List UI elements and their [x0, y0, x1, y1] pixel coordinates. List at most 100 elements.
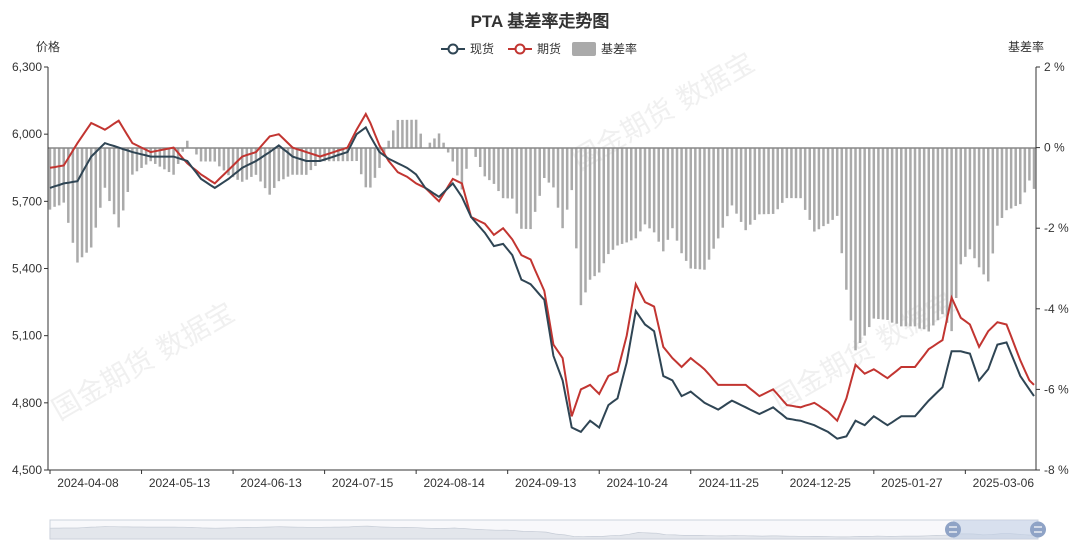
datazoom-slider[interactable] [49, 519, 1046, 540]
basis-bar [858, 147, 862, 343]
y-right-tick-label: -4 % [1044, 302, 1069, 316]
basis-bar [913, 147, 917, 327]
chart-title: PTA 基差率走势图 [471, 11, 610, 31]
basis-bar [446, 147, 450, 153]
slider-selection[interactable] [953, 520, 1038, 539]
x-tick-label: 2025-03-06 [973, 476, 1035, 490]
basis-bar [716, 147, 720, 239]
basis-bar [753, 147, 757, 220]
basis-bar [465, 147, 468, 169]
basis-bar [845, 147, 848, 290]
basis-bar [744, 147, 747, 231]
basis-bar [222, 147, 226, 171]
basis-bar [520, 147, 523, 229]
basis-bar [67, 147, 70, 223]
basis-bar [108, 147, 111, 202]
basis-bar [584, 147, 587, 293]
basis-bar [533, 147, 537, 212]
legend-label-basis: 基差率 [601, 41, 637, 56]
legend-item-futures[interactable]: 期货 [508, 41, 561, 56]
basis-bar [648, 147, 651, 229]
basis-bar [364, 147, 368, 188]
basis-bar [675, 147, 679, 241]
basis-bar [698, 147, 702, 270]
basis-bar [991, 147, 995, 254]
basis-bar [131, 147, 134, 175]
y-right-tick-label: -2 % [1044, 221, 1069, 235]
basis-bar [611, 147, 615, 250]
basis-bar [227, 147, 230, 176]
basis-bar [689, 147, 692, 269]
basis-bar [703, 147, 706, 270]
slider-left-handle[interactable] [945, 521, 961, 538]
y-left-tick-label: 6,300 [12, 60, 42, 74]
basis-bar [986, 147, 990, 282]
legend-label-futures: 期货 [537, 41, 561, 56]
axes-ticks: 4,500 4,800 5,100 5,400 5,700 6,000 6,300 -8 % -… [12, 60, 1069, 490]
basis-bar [231, 147, 235, 178]
x-tick-label: 2024-05-13 [149, 476, 211, 490]
basis-bar [867, 147, 871, 328]
basis-bar [863, 147, 866, 336]
basis-bar [346, 147, 349, 162]
basis-bar [840, 147, 844, 254]
basis-bar [355, 147, 358, 161]
legend-item-basis[interactable]: 基差率 [572, 41, 637, 56]
basis-bar [872, 147, 876, 319]
legend[interactable]: 现货 期货 基差率 [441, 41, 637, 56]
x-tick-label: 2024-10-24 [607, 476, 669, 490]
basis-bar [932, 147, 935, 326]
basis-bar [1019, 147, 1022, 205]
basis-bar [748, 147, 752, 225]
slider-right-handle[interactable] [1030, 521, 1046, 538]
legend-item-spot[interactable]: 现货 [441, 41, 494, 56]
basis-bar [126, 147, 130, 192]
basis-bar [359, 147, 363, 175]
basis-bar [167, 147, 171, 173]
basis-bar [625, 147, 628, 243]
basis-bar [813, 147, 816, 232]
basis-bar [771, 147, 775, 214]
basis-bar [186, 140, 189, 148]
basis-bar [268, 147, 271, 195]
basis-bar [561, 147, 564, 229]
basis-bar [954, 147, 958, 299]
basis-bar [396, 119, 400, 148]
basis-bar [414, 119, 418, 148]
basis-bar [936, 147, 940, 321]
basis-bar [314, 147, 317, 167]
basis-bar [510, 147, 514, 199]
basis-bar [57, 147, 61, 206]
basis-bar [62, 147, 65, 203]
basis-bar [634, 147, 638, 239]
basis-bar [666, 147, 670, 240]
basis-bar [881, 147, 885, 320]
x-tick-label: 2025-01-27 [881, 476, 943, 490]
basis-bar [309, 147, 313, 171]
basis-bar [556, 147, 560, 208]
basis-bar [433, 138, 436, 148]
basis-bar [195, 147, 198, 155]
basis-bar [121, 147, 125, 211]
basis-bar [332, 147, 336, 162]
basis-bar [488, 147, 491, 181]
basis-bar [712, 147, 715, 249]
basis-bar [80, 147, 84, 258]
x-tick-label: 2024-07-15 [332, 476, 394, 490]
basis-bar [575, 147, 578, 249]
basis-bar [1032, 147, 1036, 189]
basis-bar [369, 147, 372, 188]
basis-bar [781, 147, 784, 203]
basis-bar [240, 147, 244, 182]
basis-bar [204, 147, 207, 162]
basis-bar [694, 147, 697, 269]
basis-bar [735, 147, 738, 214]
basis-bar [387, 140, 390, 148]
basis-bar [835, 147, 839, 216]
basis-bar [671, 147, 674, 229]
basis-bar [295, 147, 299, 175]
basis-bar [602, 147, 606, 264]
basis-bar [176, 147, 180, 164]
spot-line [49, 125, 1035, 440]
basis-bar [112, 147, 116, 215]
